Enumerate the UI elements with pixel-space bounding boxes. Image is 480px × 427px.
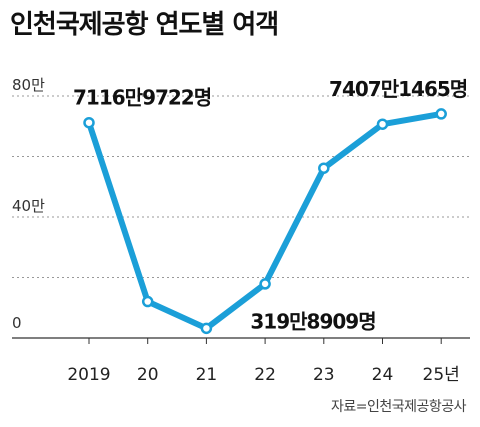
x-tick-label-2: 21 [196, 365, 218, 385]
source-note: 자료=인천국제공항공사 [330, 399, 467, 415]
data-point-2 [200, 322, 213, 335]
data-point-5 [376, 118, 389, 130]
chart-title: 인천국제공항 연도별 여객 [10, 10, 279, 40]
x-tick-label-1: 20 [137, 365, 159, 385]
data-point-4 [318, 162, 330, 174]
x-tick-label-4: 23 [313, 365, 335, 385]
data-label-2: 7407만1465명 [329, 77, 467, 101]
y-tick-label-1: 40만 [12, 197, 45, 215]
data-label-1: 319만8909명 [250, 309, 375, 333]
data-point-6 [435, 108, 447, 120]
x-tick-label-6: 25년 [423, 365, 460, 385]
x-tick-label-5: 24 [372, 365, 394, 385]
y-tick-label-0: 0 [12, 314, 22, 332]
series-line [86, 110, 445, 332]
data-point-1 [141, 295, 154, 308]
data-point-0 [83, 116, 95, 129]
data-label-0: 7116만9722명 [73, 86, 211, 110]
x-tick-label-3: 22 [254, 365, 276, 385]
data-point-3 [259, 278, 271, 290]
y-tick-label-2: 80만 [12, 76, 45, 94]
x-tick-label-0: 2019 [67, 365, 110, 385]
